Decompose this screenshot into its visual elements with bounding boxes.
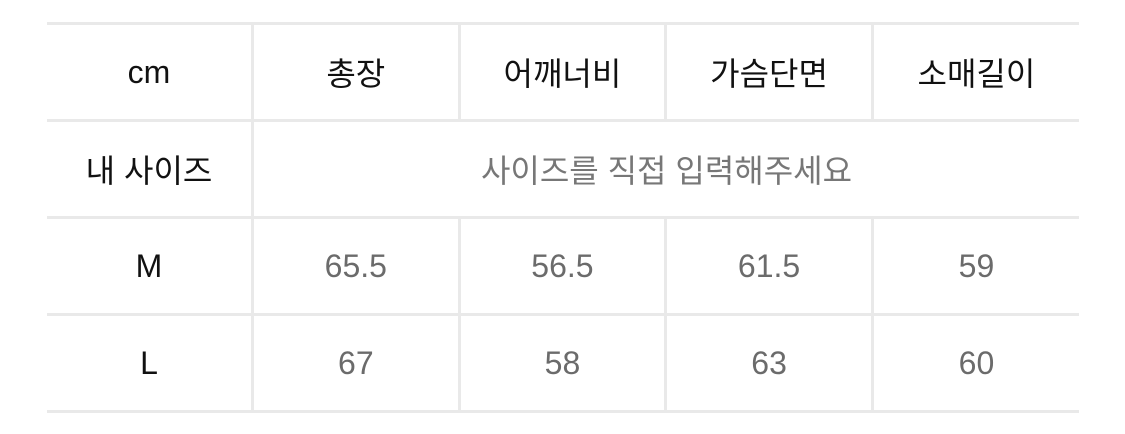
size-label: M bbox=[47, 216, 253, 316]
table-cell: 63 bbox=[664, 313, 873, 413]
header-row: cm 총장 어깨너비 가슴단면 소매길이 bbox=[47, 22, 1079, 122]
table-cell: 60 bbox=[870, 313, 1079, 413]
table-cell: 61.5 bbox=[664, 216, 873, 316]
table-cell: 59 bbox=[870, 216, 1079, 316]
my-size-input[interactable]: 사이즈를 직접 입력해주세요 bbox=[251, 119, 1079, 219]
table-cell: 65.5 bbox=[251, 216, 460, 316]
table-cell: 67 bbox=[251, 313, 460, 413]
size-chart-table: cm 총장 어깨너비 가슴단면 소매길이 내 사이즈 사이즈를 직접 입력해주세… bbox=[47, 22, 1079, 413]
my-size-row: 내 사이즈 사이즈를 직접 입력해주세요 bbox=[47, 119, 1079, 219]
size-label: L bbox=[47, 313, 253, 413]
unit-label: cm bbox=[47, 22, 253, 122]
column-header: 총장 bbox=[251, 22, 460, 122]
column-header: 가슴단면 bbox=[664, 22, 873, 122]
table-row: L 67 58 63 60 bbox=[47, 313, 1079, 413]
my-size-label: 내 사이즈 bbox=[47, 119, 253, 219]
table-cell: 58 bbox=[457, 313, 666, 413]
table-row: M 65.5 56.5 61.5 59 bbox=[47, 216, 1079, 316]
table-cell: 56.5 bbox=[457, 216, 666, 316]
column-header: 소매길이 bbox=[870, 22, 1079, 122]
column-header: 어깨너비 bbox=[457, 22, 666, 122]
